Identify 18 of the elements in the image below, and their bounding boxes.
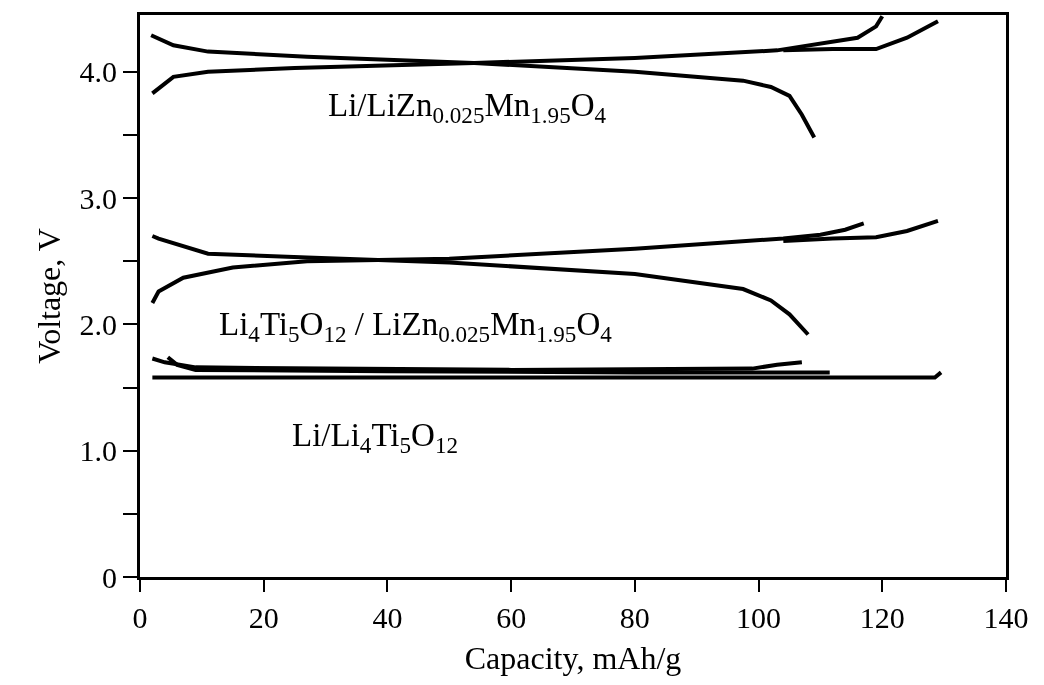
- y-tick-label: 1.0: [79, 434, 117, 468]
- x-tick-label: 20: [248, 601, 279, 634]
- y-axis-title: Voltage, V: [30, 228, 67, 364]
- x-tick-label: 60: [496, 601, 527, 634]
- x-axis-title: Capacity, mAh/g: [464, 639, 682, 676]
- y-tick-label: 0: [102, 560, 117, 594]
- y-tick-label: 4.0: [79, 55, 117, 89]
- x-tick-label: 80: [619, 601, 650, 634]
- x-tick-label: 100: [736, 601, 782, 634]
- text: Li$_{4}$Ti$_{5}$O$_{12}$ / LiZn$_{0.025}$Mn$_{1.95}$O$_{4}$: [219, 306, 612, 347]
- y-tick-label: 3.0: [79, 181, 117, 215]
- x-tick-label: 40: [372, 601, 403, 634]
- x-tick-label: 140: [983, 601, 1029, 634]
- x-tick-label: 120: [859, 601, 905, 634]
- annotation: Li/LiZn$_{0.025}$Mn$_{1.95}$O$_{4}$: [328, 87, 607, 128]
- y-tick-label: 2.0: [79, 307, 117, 341]
- annotation: Li/Li$_{4}$Ti$_{5}$O$_{12}$: [292, 417, 459, 458]
- x-tick-label: 0: [132, 601, 148, 634]
